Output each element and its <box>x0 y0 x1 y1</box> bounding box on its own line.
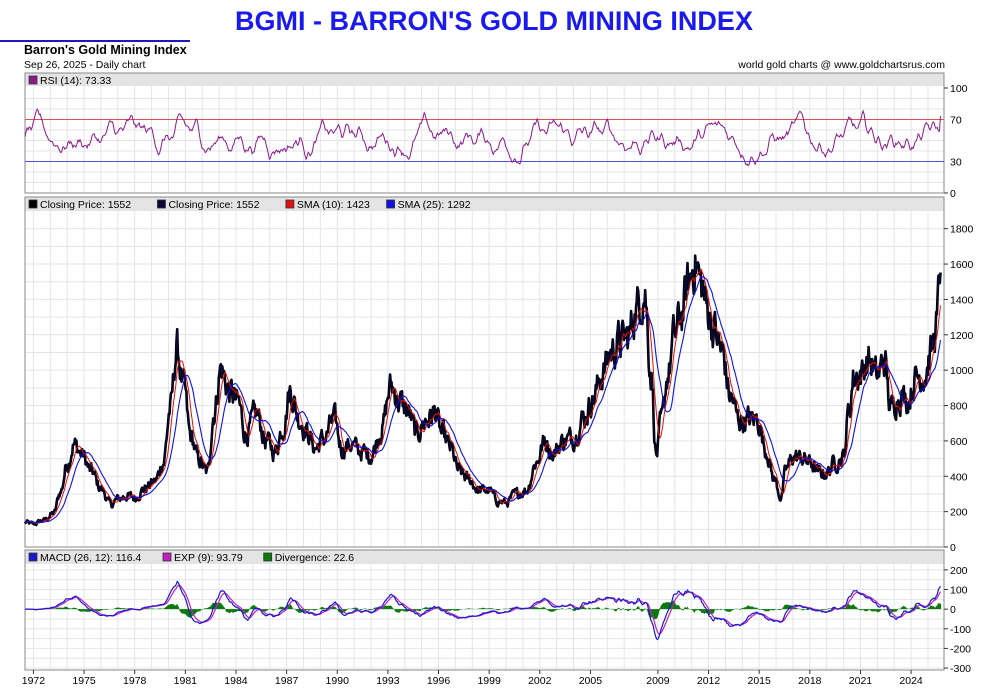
y-tick-label: 1800 <box>950 224 974 236</box>
x-tick-label: 2024 <box>899 675 923 687</box>
y-tick-label: 600 <box>950 436 968 448</box>
y-tick-label: 200 <box>950 507 968 519</box>
x-tick-label: 1987 <box>275 675 299 687</box>
x-tick-label: 1981 <box>174 675 198 687</box>
x-tick-label: 2021 <box>849 675 873 687</box>
x-tick-label: 1984 <box>224 675 248 687</box>
x-tick-label: 2012 <box>697 675 721 687</box>
chart-title: BGMI - BARRON'S GOLD MINING INDEX <box>235 6 753 36</box>
legend-label: Divergence: 22.6 <box>275 552 355 564</box>
x-tick-label: 1996 <box>427 675 451 687</box>
legend-label: MACD (26, 12): 116.4 <box>40 552 142 564</box>
closing-price-line-2 <box>24 255 941 526</box>
text-layer: RSI (14): 73.33 Closing Price: 1552 Closin… <box>22 75 974 687</box>
chart-subtitle: Barron's Gold Mining Index <box>24 43 187 57</box>
legend-swatch <box>263 552 273 562</box>
grid-layer <box>25 86 944 670</box>
legend-swatch <box>28 75 38 85</box>
rsi-level-label: 30 <box>950 157 962 169</box>
exp-line <box>24 584 942 635</box>
legend-swatch <box>157 199 166 209</box>
legend-swatch <box>285 199 295 209</box>
y-tick-label: -200 <box>950 643 971 655</box>
sma10-line <box>24 268 941 524</box>
legend-label: SMA (25): 1292 <box>398 199 471 211</box>
legend-label: Closing Price: 1552 <box>40 199 131 211</box>
legend-swatch <box>162 552 172 562</box>
y-tick-label: 1600 <box>950 259 974 271</box>
y-tick-label: 800 <box>950 401 968 413</box>
y-tick-label: 0 <box>950 188 956 200</box>
macd-line <box>24 580 942 641</box>
x-tick-label: 2015 <box>748 675 772 687</box>
legend-label: SMA (10): 1423 <box>297 199 370 211</box>
y-tick-label: 0 <box>950 604 956 616</box>
panel-header-price <box>25 197 944 211</box>
series-layer <box>23 108 944 641</box>
y-tick-label: 100 <box>950 585 968 597</box>
y-tick-label: 1400 <box>950 294 974 306</box>
title-rule <box>0 40 190 42</box>
panel-frame-macd <box>24 549 945 671</box>
legend-swatch <box>28 552 38 562</box>
x-tick-label: 2009 <box>646 675 670 687</box>
x-tick-label: 1975 <box>72 675 96 687</box>
legend-label: EXP (9): 93.79 <box>174 552 243 564</box>
x-tick-label: 2018 <box>798 675 822 687</box>
chart-dateline: Sep 26, 2025 - Daily chart <box>24 59 146 71</box>
legend-swatch <box>386 199 396 209</box>
x-tick-label: 1978 <box>123 675 147 687</box>
y-tick-label: 200 <box>950 565 968 577</box>
sma25-line <box>24 275 942 524</box>
legend-label: RSI (14): 73.33 <box>40 75 111 87</box>
x-tick-label: 2005 <box>579 675 603 687</box>
x-tick-label: 1972 <box>22 675 46 687</box>
rsi-line <box>24 108 941 167</box>
rsi-level-label: 70 <box>950 115 962 127</box>
y-tick-label: 0 <box>950 542 956 554</box>
panel-header-rsi <box>25 73 944 86</box>
y-tick-label: 1000 <box>950 365 974 377</box>
panel-frame-price <box>24 196 945 548</box>
divergence-bars <box>25 600 942 620</box>
x-tick-label: 1990 <box>326 675 350 687</box>
legend-swatch <box>28 199 38 209</box>
panel-frame-rsi <box>24 72 945 194</box>
y-tick-label: -300 <box>950 663 971 675</box>
x-tick-label: 1999 <box>477 675 501 687</box>
y-tick-label: -100 <box>950 624 971 636</box>
panel-frames <box>24 72 948 674</box>
y-tick-label: 400 <box>950 471 968 483</box>
panel-header-macd <box>25 550 944 564</box>
x-tick-label: 1993 <box>376 675 400 687</box>
x-tick-label: 2002 <box>528 675 552 687</box>
chart-credit: world gold charts @ www.goldchartsrus.co… <box>738 59 945 71</box>
legend-label: Closing Price: 1552 <box>168 199 259 211</box>
y-tick-label: 100 <box>950 83 968 95</box>
y-tick-label: 1200 <box>950 330 974 342</box>
